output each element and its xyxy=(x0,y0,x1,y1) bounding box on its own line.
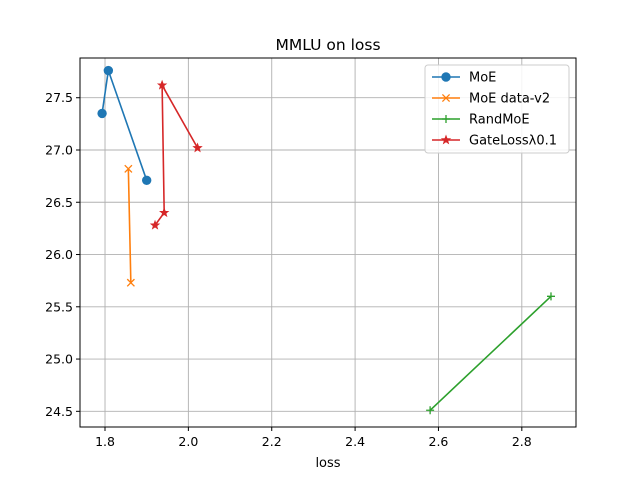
axis-ticks: 1.8 2.0 2.2 2.4 2.6 2.8 24.5 25.0 25.5 26.0 26.5 27… xyxy=(45,90,532,449)
x-tick-label: 2.6 xyxy=(429,434,449,449)
y-tick-label: 26.5 xyxy=(45,195,73,210)
data-point xyxy=(141,175,152,186)
series-0 xyxy=(97,65,152,186)
x-tick-label: 2.2 xyxy=(262,434,282,449)
data-point xyxy=(126,278,135,287)
y-tick-label: 26.0 xyxy=(45,247,73,262)
y-tick-label: 25.0 xyxy=(45,352,73,367)
y-tick-label: 27.5 xyxy=(45,90,73,105)
data-point xyxy=(546,292,555,301)
chart-title: MMLU on loss xyxy=(275,36,380,54)
legend-label: GateLossλ0.1 xyxy=(469,134,557,149)
series-2 xyxy=(426,292,555,415)
data-point xyxy=(103,65,114,76)
x-axis-label: loss xyxy=(315,456,340,471)
y-tick-label: 25.5 xyxy=(45,299,73,314)
data-point xyxy=(192,142,203,153)
legend-marker xyxy=(442,115,450,123)
series-1 xyxy=(124,164,135,287)
y-tick-label: 24.5 xyxy=(45,404,73,419)
x-tick-label: 1.8 xyxy=(95,434,115,449)
legend-marker xyxy=(441,93,451,103)
data-point xyxy=(149,219,161,230)
x-tick-label: 2.0 xyxy=(178,434,198,449)
x-tick-label: 2.8 xyxy=(512,434,532,449)
data-point xyxy=(156,79,168,90)
legend: MoE MoE data-v2 RandMoE GateLossλ0.1 xyxy=(424,64,570,154)
legend-label: RandMoE xyxy=(469,113,530,128)
data-point xyxy=(97,108,107,119)
series-layer xyxy=(97,65,555,415)
legend-item: MoE xyxy=(432,71,496,86)
series-line xyxy=(127,168,132,283)
legend-label: MoE data-v2 xyxy=(469,92,550,107)
legend-item: GateLossλ0.1 xyxy=(432,134,557,149)
legend-marker xyxy=(440,134,452,145)
data-point xyxy=(124,164,133,173)
legend-item: RandMoE xyxy=(432,113,530,128)
legend-box xyxy=(424,64,570,154)
data-point xyxy=(426,406,435,415)
legend-marker xyxy=(441,72,451,82)
x-tick-label: 2.4 xyxy=(345,434,365,449)
legend-label: MoE xyxy=(469,71,496,86)
series-3 xyxy=(149,79,203,230)
series-line xyxy=(101,69,148,181)
plot-frame xyxy=(79,57,577,428)
series-line xyxy=(429,295,552,411)
series-line xyxy=(154,84,199,226)
legend-item: MoE data-v2 xyxy=(432,92,550,107)
y-tick-label: 27.0 xyxy=(45,142,73,157)
data-point xyxy=(159,207,170,218)
